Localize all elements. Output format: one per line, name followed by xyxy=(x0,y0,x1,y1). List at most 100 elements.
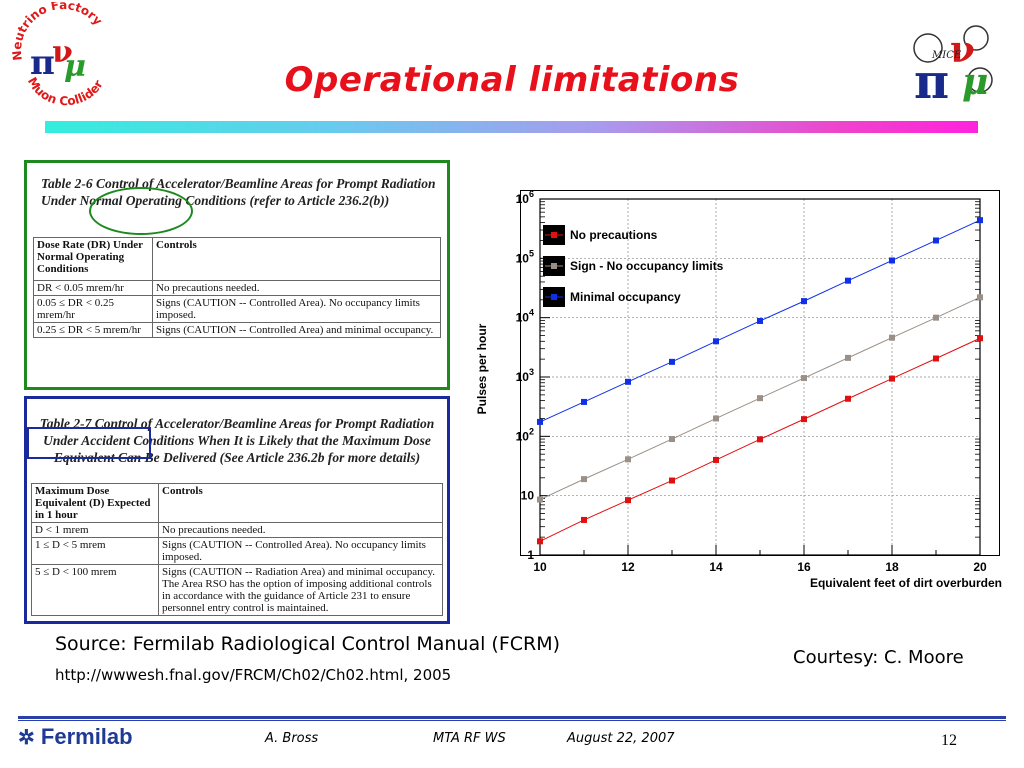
svg-text:ν: ν xyxy=(950,29,975,71)
table-row: 0.05 ≤ DR < 0.25 mrem/hr Signs (CAUTION … xyxy=(33,295,441,323)
table-cell: Signs (CAUTION -- Controlled Area). No o… xyxy=(158,537,443,565)
source-url: http://wwwesh.fnal.gov/FRCM/Ch02/Ch02.ht… xyxy=(55,666,452,684)
highlight-ellipse xyxy=(89,187,193,235)
svg-text:π: π xyxy=(30,43,55,83)
table-cell: No precautions needed. xyxy=(158,522,443,538)
y-tick-label: 10 xyxy=(521,489,535,503)
data-point xyxy=(713,338,719,345)
data-point xyxy=(625,456,631,463)
data-point xyxy=(845,354,851,361)
table-cell: DR < 0.05 mrem/hr xyxy=(33,280,153,296)
fermilab-icon: ✲ xyxy=(18,727,35,749)
data-point xyxy=(537,538,543,545)
table-cell: Signs (CAUTION -- Radiation Area) and mi… xyxy=(158,564,443,616)
table-row: 1 ≤ D < 5 mrem Signs (CAUTION -- Control… xyxy=(31,537,443,565)
y-tick-label: 105 xyxy=(516,248,534,265)
highlight-box xyxy=(27,427,151,459)
courtesy-text: Courtesy: C. Moore xyxy=(793,647,964,668)
table-header-row: Maximum Dose Equivalent (D) Expected in … xyxy=(31,483,443,523)
data-point xyxy=(757,395,763,402)
chart-frame xyxy=(520,190,1000,556)
data-point xyxy=(581,398,587,405)
data-point xyxy=(889,375,895,382)
data-point xyxy=(933,314,939,321)
slide-title: Operational limitations xyxy=(284,60,740,100)
table-row: DR < 0.05 mrem/hr No precautions needed. xyxy=(33,280,441,296)
x-tick-label: 14 xyxy=(709,560,723,574)
y-tick-label: 104 xyxy=(516,308,534,325)
data-point xyxy=(537,496,543,503)
table-row: 0.25 ≤ DR < 5 mrem/hr Signs (CAUTION -- … xyxy=(33,322,441,338)
data-point xyxy=(581,476,587,483)
x-axis-label: Equivalent feet of dirt overburden xyxy=(810,576,1002,590)
x-tick-label: 12 xyxy=(621,560,635,574)
y-tick-label: 103 xyxy=(516,367,534,384)
svg-text:μ: μ xyxy=(64,49,86,84)
y-axis-label: Pulses per hour xyxy=(475,323,489,414)
table-cell: D < 1 mrem xyxy=(31,522,159,538)
legend-label: Sign - No occupancy limits xyxy=(570,259,724,273)
footer-event: MTA RF WS xyxy=(433,731,506,746)
fermilab-wordmark: Fermilab xyxy=(40,724,133,749)
data-point xyxy=(713,415,719,422)
data-point xyxy=(669,358,675,365)
svg-text:ν: ν xyxy=(52,35,73,70)
footer-rule xyxy=(18,716,1006,719)
legend-label: No precautions xyxy=(570,228,658,242)
table-cell: 1 ≤ D < 5 mrem xyxy=(31,537,159,565)
table-cell: 0.05 ≤ DR < 0.25 mrem/hr xyxy=(33,295,153,323)
data-point xyxy=(889,257,895,264)
table-header-cell: Controls xyxy=(152,237,441,281)
data-point xyxy=(669,477,675,484)
table-row: D < 1 mrem No precautions needed. xyxy=(31,522,443,538)
table-2-6: Dose Rate (DR) Under Normal Operating Co… xyxy=(33,237,441,338)
data-point xyxy=(801,298,807,305)
table-header-cell: Dose Rate (DR) Under Normal Operating Co… xyxy=(33,237,153,281)
table-cell: Signs (CAUTION -- Controlled Area) and m… xyxy=(152,322,441,338)
data-point xyxy=(933,355,939,362)
x-tick-label: 18 xyxy=(885,560,899,574)
data-point xyxy=(801,416,807,423)
data-point xyxy=(977,294,983,301)
table-2-7-caption: Table 2-7 Control of Accelerator/Beamlin… xyxy=(39,416,435,465)
table-2-6-scan: Table 2-6 Control of Accelerator/Beamlin… xyxy=(24,160,450,390)
mice-logo: π ν μ MICE xyxy=(913,25,993,106)
svg-text:π: π xyxy=(914,54,949,106)
data-point xyxy=(845,395,851,402)
data-point xyxy=(537,418,543,425)
gradient-divider xyxy=(45,121,978,133)
table-cell: No precautions needed. xyxy=(152,280,441,296)
data-point xyxy=(625,497,631,504)
svg-text:μ: μ xyxy=(962,61,988,103)
fermilab-logo: ✲ Fermilab xyxy=(18,724,133,750)
legend-label: Minimal occupancy xyxy=(570,290,681,304)
table-header-cell: Controls xyxy=(158,483,443,523)
mice-label: MICE xyxy=(931,50,962,61)
table-cell: Signs (CAUTION -- Controlled Area). No o… xyxy=(152,295,441,323)
footer-date: August 22, 2007 xyxy=(567,731,675,746)
data-point xyxy=(933,237,939,244)
table-cell: 5 ≤ D < 100 mrem xyxy=(31,564,159,616)
y-tick-label: 106 xyxy=(516,189,534,206)
x-tick-label: 20 xyxy=(973,560,987,574)
data-point xyxy=(713,456,719,463)
data-point xyxy=(845,277,851,284)
data-point xyxy=(977,335,983,342)
data-point xyxy=(977,217,983,224)
table-header-cell: Maximum Dose Equivalent (D) Expected in … xyxy=(31,483,159,523)
x-tick-label: 16 xyxy=(797,560,811,574)
data-point xyxy=(757,436,763,443)
data-point xyxy=(801,375,807,382)
x-tick-label: 10 xyxy=(533,560,547,574)
data-point xyxy=(889,334,895,341)
table-header-row: Dose Rate (DR) Under Normal Operating Co… xyxy=(33,237,441,281)
table-2-7-scan: Table 2-7 Control of Accelerator/Beamlin… xyxy=(24,396,450,624)
neutrino-factory-logo: Neutrino Factory Muon Collider π ν μ xyxy=(10,2,106,108)
source-text: Source: Fermilab Radiological Control Ma… xyxy=(55,633,561,655)
data-point xyxy=(625,378,631,385)
table-row: 5 ≤ D < 100 mrem Signs (CAUTION -- Radia… xyxy=(31,564,443,616)
y-tick-label: 1 xyxy=(527,548,534,562)
page-number: 12 xyxy=(941,732,957,749)
data-point xyxy=(757,317,763,324)
